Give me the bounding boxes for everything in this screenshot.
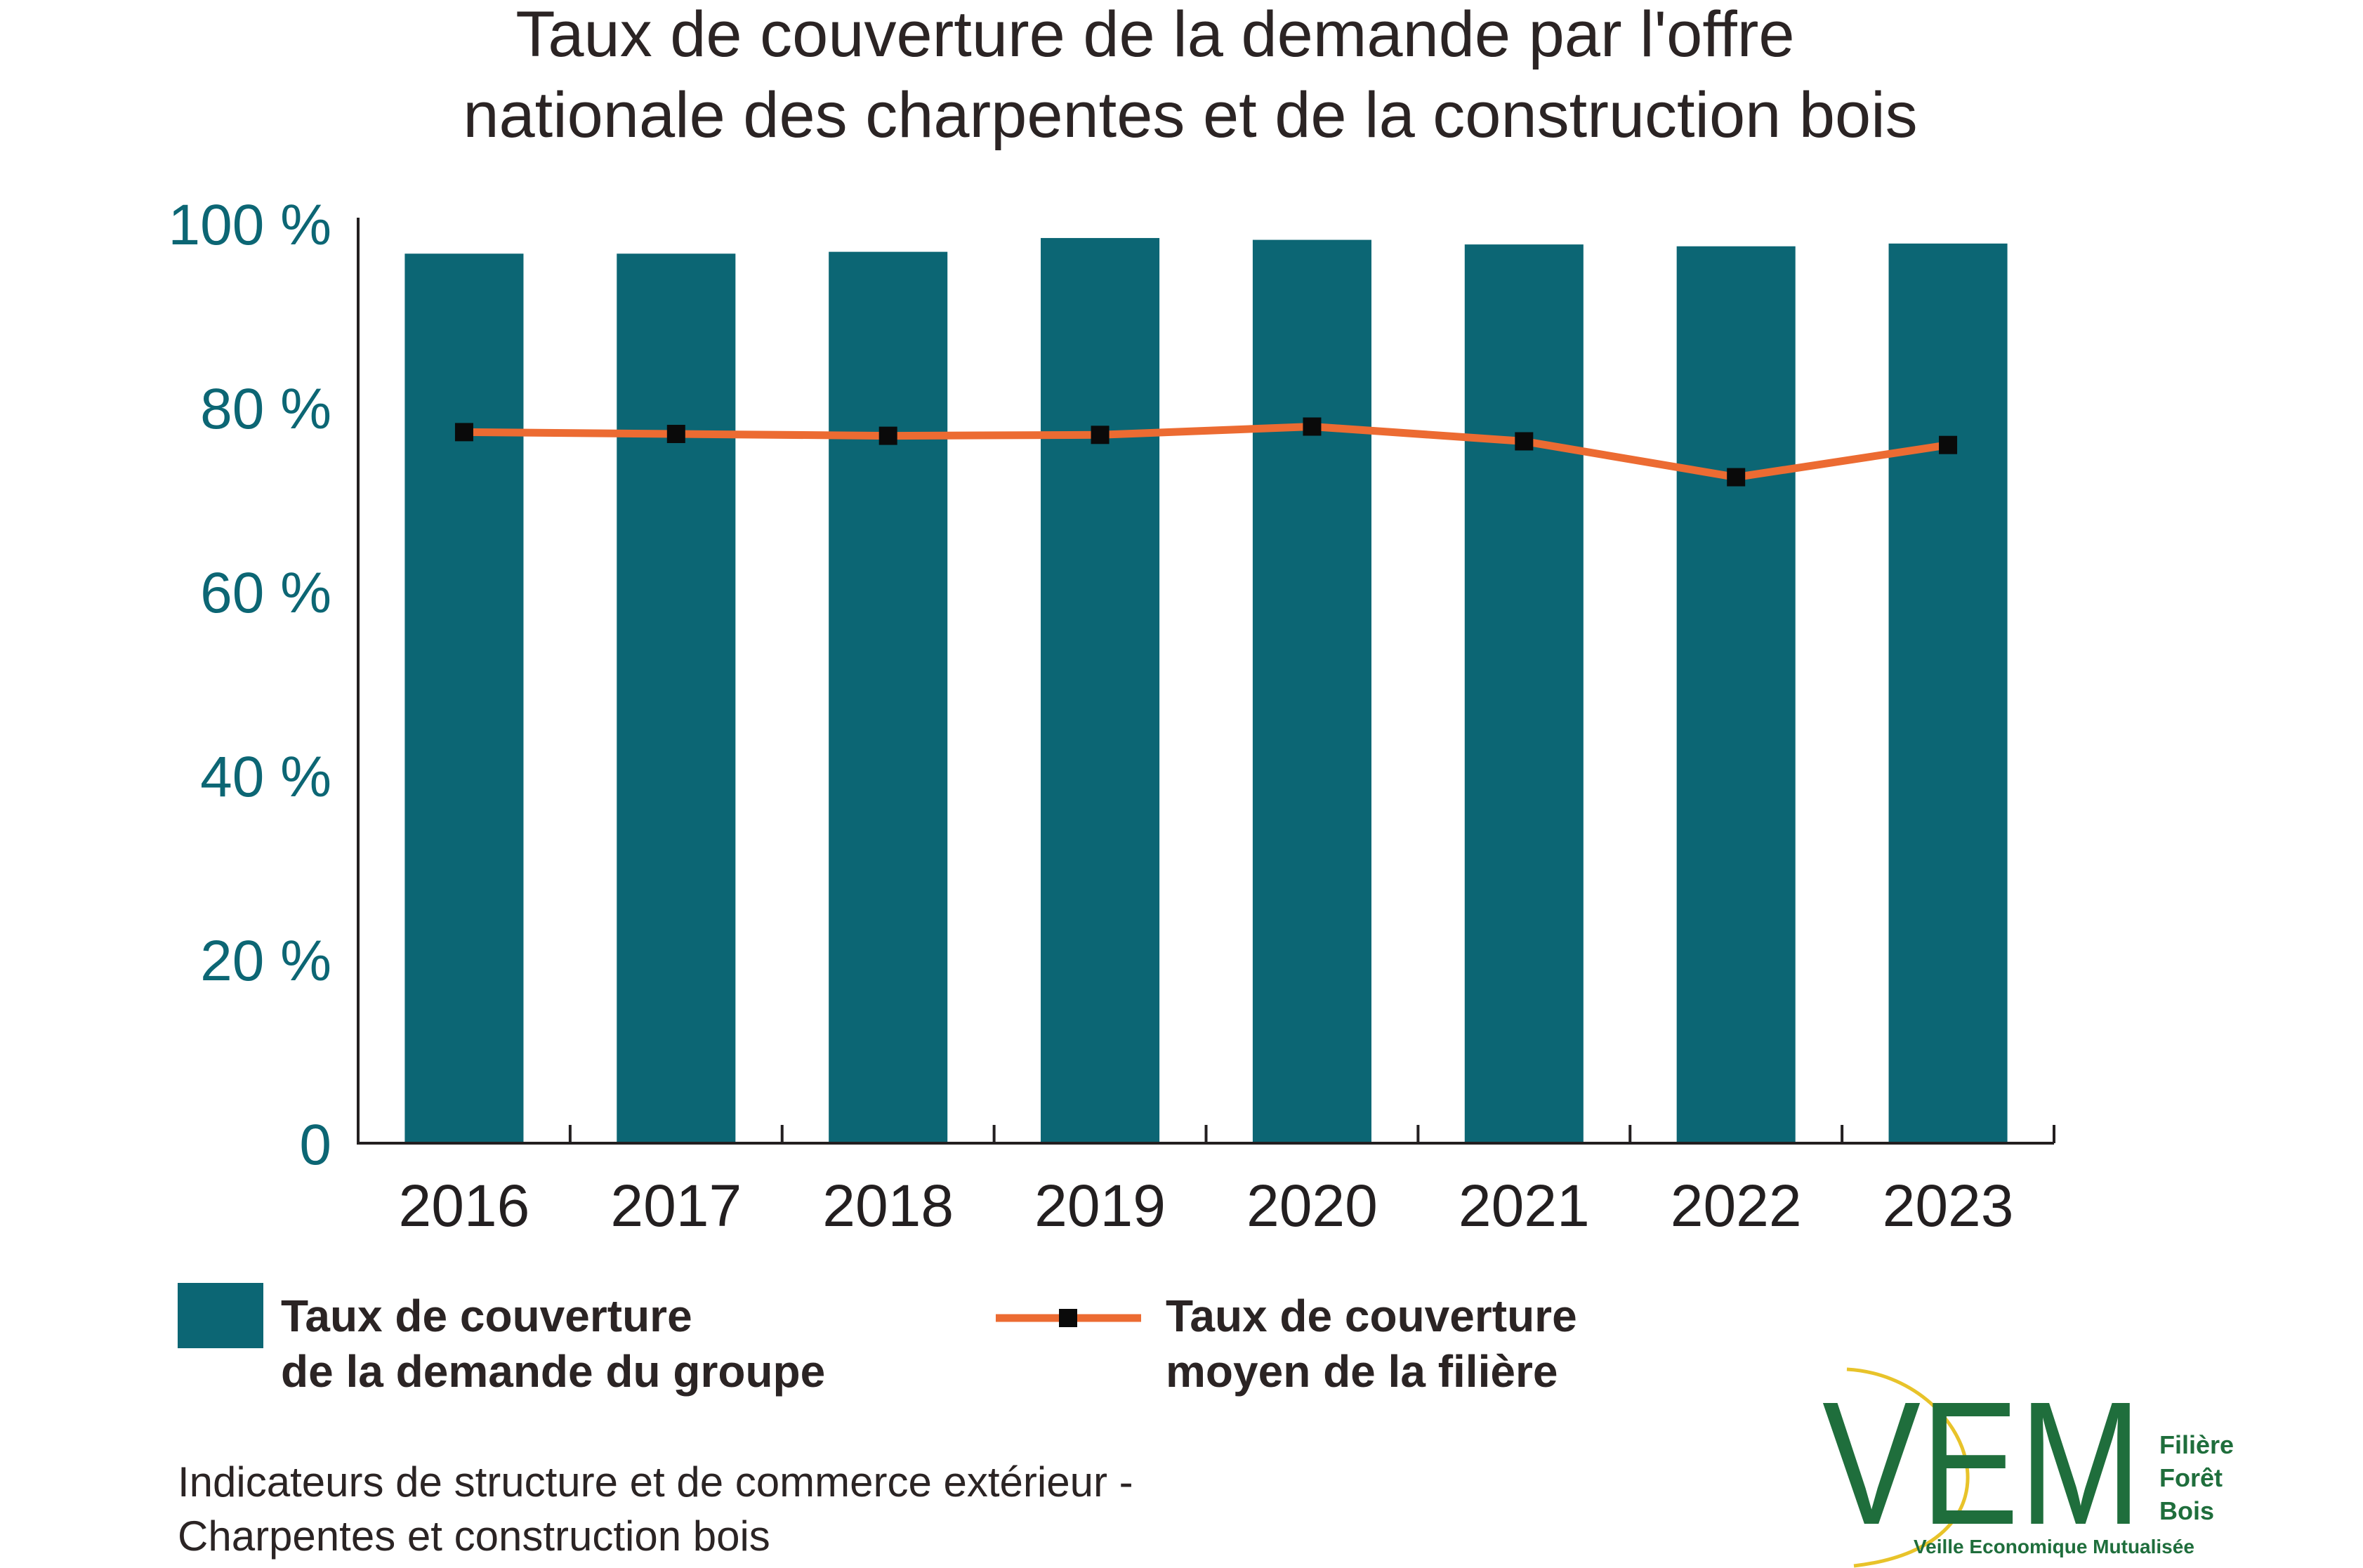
legend-bar-swatch: [178, 1283, 263, 1348]
y-tick-label: 0: [299, 1113, 331, 1177]
legend-line-label-line-1: Taux de couverture: [1166, 1291, 1577, 1341]
vem-logo: VEM Filière Forêt Bois Veille Economique…: [1822, 1365, 2234, 1568]
logo-line-1: Filière: [2159, 1430, 2234, 1459]
y-tick-label: 40 %: [200, 745, 331, 809]
logo-line-2: Forêt: [2159, 1463, 2223, 1492]
bar-2018: [829, 251, 948, 1143]
bar-2022: [1676, 246, 1796, 1143]
logo-tagline: Veille Economique Mutualisée: [1914, 1536, 2194, 1557]
x-tick-label: 2020: [1246, 1173, 1378, 1239]
y-tick-label: 100 %: [168, 193, 331, 257]
logo-arc-icon: [1846, 1367, 1970, 1568]
legend: Taux de couverture de la demande du grou…: [178, 1283, 1577, 1397]
bar-series: [404, 237, 2008, 1144]
y-tick-label: 20 %: [200, 929, 331, 993]
chart-title-line-2: nationale des charpentes et de la constr…: [463, 79, 1917, 151]
legend-line-label-line-2: moyen de la filière: [1166, 1346, 1558, 1397]
x-tick-label: 2023: [1883, 1173, 2014, 1239]
logo-line-3: Bois: [2159, 1496, 2214, 1525]
line-point-2023: [1939, 435, 1958, 454]
legend-line-marker: [1059, 1309, 1077, 1327]
x-axis-ticks: 2016 2017 2018 2019 2020 2021 2022 2023: [399, 1173, 2014, 1239]
logo-letters: VEM: [1822, 1365, 2142, 1561]
line-point-2018: [878, 426, 897, 445]
bar-2019: [1041, 237, 1160, 1144]
line-series: [454, 417, 1958, 487]
line-point-2017: [666, 424, 685, 443]
y-tick-label: 80 %: [200, 377, 331, 441]
line-point-2019: [1091, 426, 1110, 444]
x-tick-label: 2017: [610, 1173, 742, 1239]
bar-2016: [404, 253, 524, 1144]
y-axis-ticks: 0 20 % 40 % 60 % 80 % 100 %: [168, 193, 331, 1177]
x-tick-label: 2016: [399, 1173, 530, 1239]
bar-2021: [1464, 244, 1584, 1143]
bar-2020: [1252, 239, 1371, 1144]
footer-line-1: Indicateurs de structure et de commerce …: [178, 1458, 1133, 1506]
chart-title-line-1: Taux de couverture de la demande par l'o…: [515, 0, 1794, 70]
y-tick-label: 60 %: [200, 561, 331, 625]
x-tick-label: 2018: [822, 1173, 954, 1239]
line-point-2022: [1727, 468, 1746, 487]
x-tick-label: 2022: [1671, 1173, 1802, 1239]
average-line: [463, 423, 1949, 482]
bar-2017: [617, 253, 736, 1144]
x-tick-label: 2019: [1034, 1173, 1166, 1239]
legend-bar-label-line-2: de la demande du groupe: [281, 1346, 825, 1397]
bar-2023: [1888, 243, 2008, 1143]
line-point-2021: [1515, 432, 1534, 451]
legend-bar-label-line-1: Taux de couverture: [281, 1291, 692, 1341]
footer-line-2: Charpentes et construction bois: [178, 1513, 770, 1560]
line-point-2016: [454, 423, 473, 442]
line-point-2020: [1303, 417, 1322, 436]
axes: [357, 218, 2055, 1145]
x-tick-label: 2021: [1459, 1173, 1590, 1239]
